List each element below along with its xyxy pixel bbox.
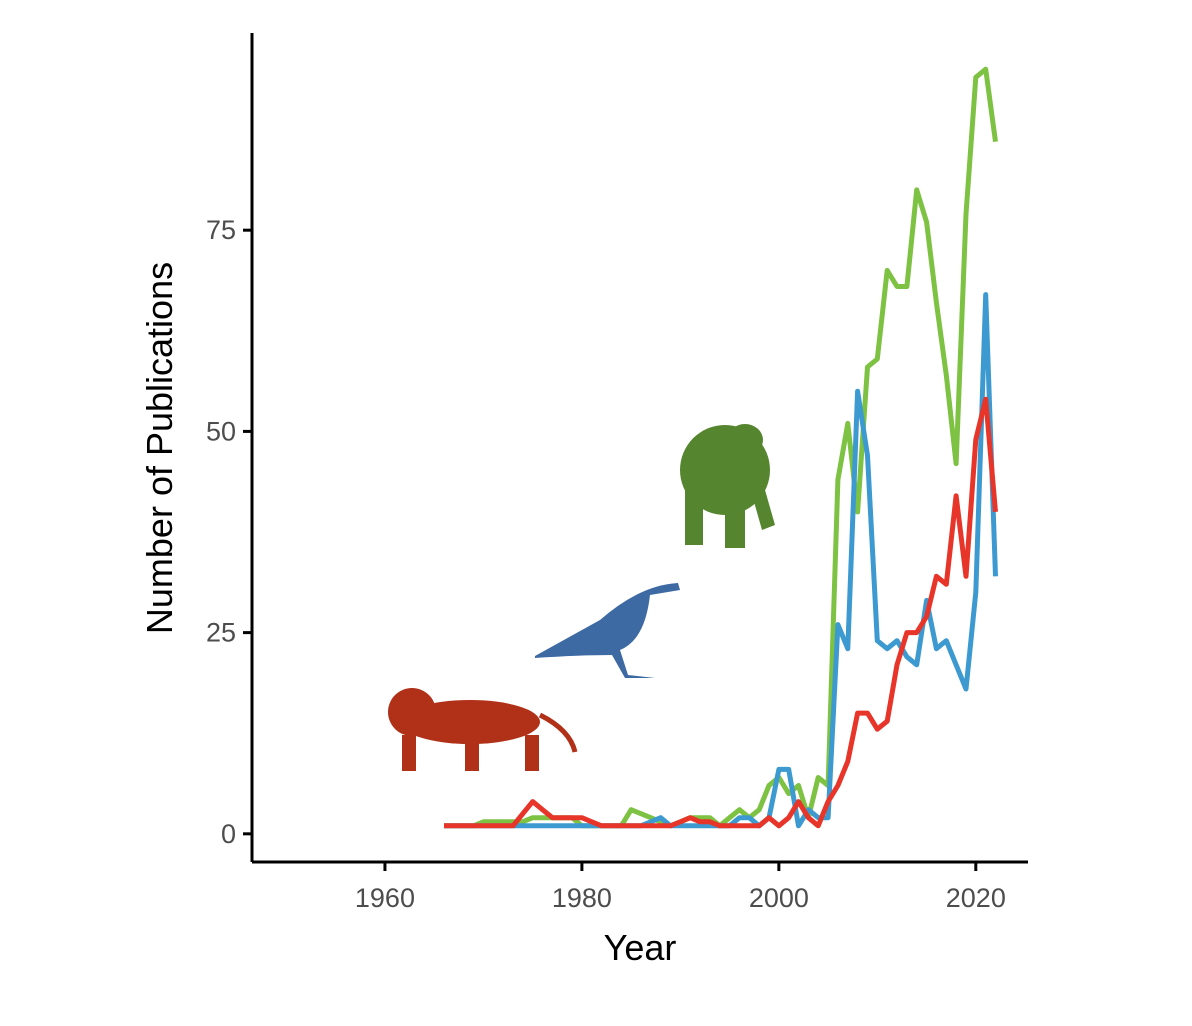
x-tick-label: 2000 xyxy=(749,883,809,913)
raven-icon xyxy=(535,583,680,678)
y-tick-label: 0 xyxy=(221,819,236,849)
series-line xyxy=(444,396,998,829)
lion-icon xyxy=(388,688,578,771)
y-tick-label: 25 xyxy=(206,618,236,648)
x-axis-title: Year xyxy=(604,927,677,968)
y-tick-label: 50 xyxy=(206,416,236,446)
x-tick-label: 1980 xyxy=(552,883,612,913)
y-tick-label: 75 xyxy=(206,215,236,245)
x-tick-label: 1960 xyxy=(355,883,415,913)
chimp-icon xyxy=(680,424,775,548)
y-axis-title: Number of Publications xyxy=(139,262,180,634)
x-tick-label: 2020 xyxy=(946,883,1006,913)
